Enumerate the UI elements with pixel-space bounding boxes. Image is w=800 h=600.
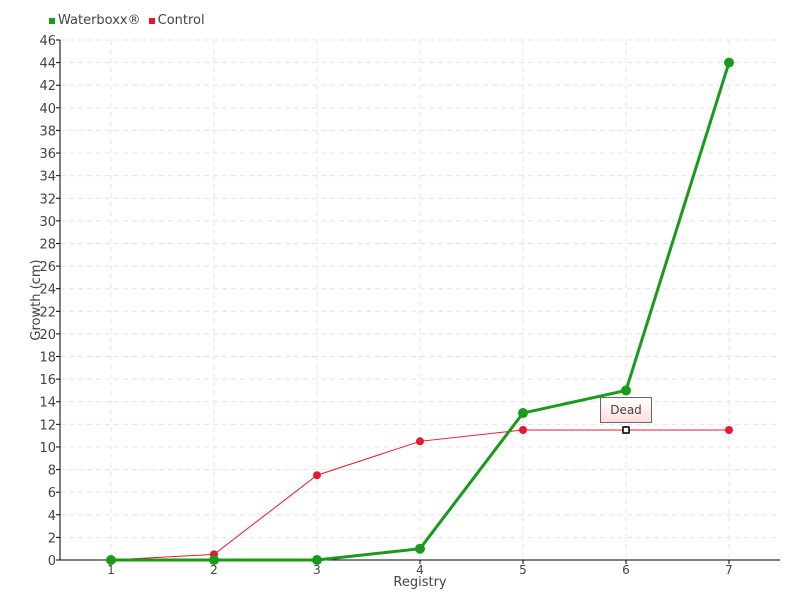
data-point: [416, 437, 424, 446]
data-point: [313, 471, 321, 480]
y-tick-label: 18: [39, 351, 56, 366]
y-tick-label: 14: [39, 396, 56, 411]
data-point: [106, 555, 116, 565]
y-tick-label: 46: [39, 34, 56, 49]
data-point: [724, 57, 734, 68]
annotation-marker: [622, 426, 630, 434]
legend-item-control[interactable]: Control: [148, 13, 205, 28]
y-tick-label: 6: [48, 486, 56, 501]
x-axis-label: Registry: [393, 575, 447, 590]
y-tick-label: 44: [39, 57, 56, 72]
legend-label: Waterboxx®: [58, 13, 141, 28]
x-tick-label: 7: [725, 563, 733, 577]
y-tick-label: 26: [39, 260, 56, 275]
legend: Waterboxx® Control: [49, 13, 205, 28]
y-tick-label: 42: [39, 79, 56, 94]
annotation-tooltip: Dead: [600, 397, 652, 423]
x-tick-label: 3: [313, 563, 321, 577]
x-tick-label: 5: [519, 563, 527, 577]
y-tick-label: 34: [39, 170, 56, 185]
data-point: [725, 426, 733, 434]
legend-item-waterboxx[interactable]: Waterboxx®: [49, 13, 141, 28]
x-tick-label: 4: [416, 563, 424, 577]
data-point: [312, 555, 322, 565]
legend-label: Control: [157, 13, 205, 28]
y-axis-label: Growth (cm): [29, 259, 44, 340]
y-tick-label: 4: [48, 509, 56, 524]
y-tick-label: 28: [39, 237, 56, 252]
legend-swatch: [49, 17, 55, 24]
y-tick-label: 32: [39, 192, 56, 207]
data-point: [621, 385, 631, 396]
x-tick-label: 1: [107, 563, 115, 577]
x-tick-label: 2: [210, 563, 218, 577]
data-point: [209, 555, 219, 565]
y-tick-label: 30: [39, 215, 56, 230]
y-tick-label: 20: [39, 328, 56, 343]
y-tick-label: 12: [39, 418, 56, 433]
y-tick-label: 10: [39, 441, 56, 456]
y-tick-label: 16: [39, 373, 56, 388]
data-point: [415, 543, 425, 554]
legend-swatch: [148, 17, 155, 24]
data-point: [519, 426, 527, 434]
y-tick-label: 8: [48, 464, 56, 479]
y-tick-label: 36: [39, 147, 56, 162]
y-tick-label: 22: [39, 305, 56, 320]
y-tick-label: 38: [39, 124, 56, 139]
y-tick-label: 24: [39, 283, 56, 298]
y-tick-label: 0: [48, 554, 56, 569]
data-point: [518, 408, 528, 419]
y-tick-label: 40: [39, 102, 56, 117]
y-tick-label: 2: [48, 531, 56, 546]
x-tick-label: 6: [622, 563, 630, 577]
